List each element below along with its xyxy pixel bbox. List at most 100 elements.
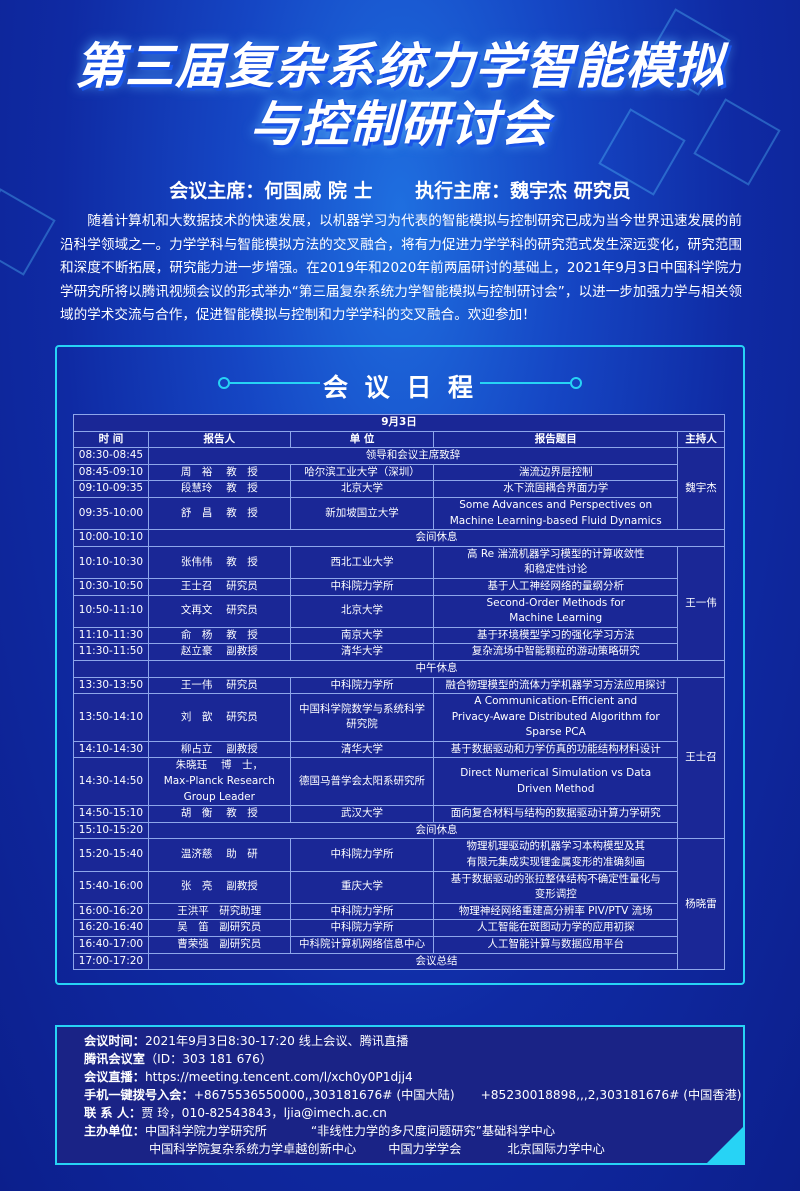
table-row: 14:10-14:30 柳占立 副教授 清华大学 基于数据驱动和力学仿真的功能结构材料… xyxy=(73,740,725,759)
speaker-cell: 俞 杨 教 授 xyxy=(147,626,291,645)
table-row: 15:10-15:20 会间休息 xyxy=(73,821,726,840)
table-row: 11:30-11:50 赵立豪 副教授 清华大学 复杂流场中智能颗粒的游动策略研究 xyxy=(73,643,725,661)
unit-cell: 清华大学 xyxy=(289,643,435,661)
table-row: 15:40-16:00 张 亮 副教授 重庆大学 基于数据驱动的张拉整体结构不确定性量… xyxy=(73,870,725,904)
speaker-cell: 文再文 研究员 xyxy=(147,594,291,628)
column-header: 单 位 xyxy=(289,430,435,449)
unit-cell: 中科院力学所 xyxy=(289,838,435,872)
conference-chair: 会议主席：何国威 院 士 xyxy=(169,180,373,202)
table-row: 16:20-16:40 吴 笛 副研究员 中科院力学所 人工智能在斑图动力学的应用初探 xyxy=(73,919,725,937)
time-cell: 17:00-17:20 xyxy=(73,952,149,971)
time-cell: 15:40-16:00 xyxy=(73,870,149,904)
unit-cell: 中科院力学所 xyxy=(289,577,435,596)
time-cell: 10:30-10:50 xyxy=(73,577,149,596)
table-row: 13:50-14:10 刘 歆 研究员 中国科学院数学与系统科学 研究院 A Comm… xyxy=(73,693,725,742)
live-link[interactable]: https://meeting.tencent.com/l/xch0y0P1dj… xyxy=(144,1070,413,1084)
time-cell: 08:30-08:45 xyxy=(73,447,149,465)
column-header: 报告人 xyxy=(147,430,291,449)
time-cell: 16:20-16:40 xyxy=(73,919,149,937)
break-cell: 会议总结 xyxy=(147,952,726,971)
table-row: 09:10-09:35 段慧玲 教 授北京大学 水下流固耦合界面力学 xyxy=(73,480,725,498)
speaker-cell: 张 亮 副教授 xyxy=(147,870,291,904)
speaker-cell: 王洪平 研究助理 xyxy=(147,902,291,921)
unit-cell: 重庆大学 xyxy=(289,870,435,904)
table-row: 16:40-17:00 曹荣强 副研究员 中科院计算机网络信息中心 人工智能计算与数据… xyxy=(73,936,725,954)
table-row: 08:30-08:45 领导和会议主席致辞 魏宇杰 xyxy=(73,447,725,531)
executive-chair: 执行主席：魏宇杰 研究员 xyxy=(415,180,631,202)
time-cell: 14:50-15:10 xyxy=(73,805,149,823)
table-row: 16:00-16:20 王洪平 研究助理 中科院力学所 物理神经网络重建高分辨率 PI… xyxy=(73,902,725,921)
speaker-cell: 吴 笛 副研究员 xyxy=(147,919,291,937)
speaker-cell: 朱晓珏 博 士， Max-Planck Research Group Leade… xyxy=(147,757,291,807)
speaker-cell: 刘 歆 研究员 xyxy=(147,693,291,742)
table-row: 15:20-15:40 温济慈 助 研中科院力学所 物理机理驱动的机器学习本构模型及… xyxy=(73,838,725,971)
topic-cell: Direct Numerical Simulation vs Data Driv… xyxy=(433,757,679,807)
topic-cell: 基于人工神经网络的量纲分析 xyxy=(433,577,679,596)
session-cell: 领导和会议主席致辞 xyxy=(147,447,679,465)
heading-dot-left xyxy=(218,377,230,389)
footer-contact: 联 系 人：贾 玲，010-82543843，ljia@imech.ac.cn xyxy=(84,1106,387,1120)
host-cell: 杨晓雷 xyxy=(677,838,725,971)
speaker-cell: 赵立豪 副教授 xyxy=(147,643,291,661)
poster-title: 第三届复杂系统力学智能模拟 与控制研讨会 xyxy=(0,38,800,154)
break-cell: 会间休息 xyxy=(147,529,726,547)
time-cell: 15:10-15:20 xyxy=(73,821,149,840)
table-row: 中午休息 xyxy=(73,659,726,678)
title-line-2: 与控制研讨会 xyxy=(249,96,550,153)
topic-cell: 融合物理模型的流体力学机器学习方法应用探讨 xyxy=(433,676,679,695)
host-cell: 王士召 xyxy=(677,676,725,840)
time-cell: 09:35-10:00 xyxy=(73,496,149,531)
topic-cell: 人工智能在斑图动力学的应用初探 xyxy=(433,919,679,937)
footer-organizers-2: 中国科学院复杂系统力学卓越创新中心 中国力学学会 北京国际力学中心 xyxy=(149,1142,605,1156)
topic-cell: 基于数据驱动和力学仿真的功能结构材料设计 xyxy=(433,740,679,759)
table-row: 10:10-10:30 张伟伟 教 授西北工业大学高 Re 湍流机器学习模型的计算… xyxy=(73,545,725,661)
topic-cell: 人工智能计算与数据应用平台 xyxy=(433,936,679,954)
topic-cell: 物理机理驱动的机器学习本构模型及其 有限元集成实现锂金属变形的准确刻画 xyxy=(433,838,679,872)
time-cell: 11:30-11:50 xyxy=(73,643,149,661)
time-cell: 16:40-17:00 xyxy=(73,936,149,954)
table-row: 10:50-11:10 文再文 研究员 北京大学 Second-Order Metho… xyxy=(73,594,725,628)
time-cell: 10:50-11:10 xyxy=(73,594,149,628)
time-cell: 14:30-14:50 xyxy=(73,757,149,807)
column-header: 主持人 xyxy=(677,430,725,449)
topic-cell: 复杂流场中智能颗粒的游动策略研究 xyxy=(433,643,679,661)
topic-cell: 基于数据驱动的张拉整体结构不确定性量化与 变形调控 xyxy=(433,870,679,904)
footer-time: 会议时间：2021年9月3日8:30-17:20 线上会议、腾讯直播 xyxy=(84,1034,409,1048)
time-cell: 10:10-10:30 xyxy=(73,545,149,579)
speaker-cell: 舒 昌 教 授 xyxy=(147,496,291,531)
table-row: 17:00-17:20 会议总结 xyxy=(73,952,726,971)
host-cell: 魏宇杰 xyxy=(677,447,725,531)
table-row: 13:30-13:50 王一伟 研究员 中科院力学所 融合物理模型的流体力学机器学习方… xyxy=(73,676,725,840)
time-cell: 11:10-11:30 xyxy=(73,626,149,645)
unit-cell: 新加坡国立大学 xyxy=(289,496,435,531)
time-cell: 08:45-09:10 xyxy=(73,463,149,482)
unit-cell: 中国科学院数学与系统科学 研究院 xyxy=(289,693,435,742)
unit-cell: 哈尔滨工业大学（深圳） xyxy=(289,463,435,482)
schedule-table: 9月3日 时 间报告人单 位报告题目 主持人 08:30-08:45 领导和会议主席… xyxy=(73,414,726,971)
footer-live: 会议直播：https://meeting.tencent.com/l/xch0y… xyxy=(84,1070,413,1084)
topic-cell: 面向复合材料与结构的数据驱动计算力学研究 xyxy=(433,805,679,823)
unit-cell: 中科院计算机网络信息中心 xyxy=(289,936,435,954)
speaker-cell: 周 裕 教 授 xyxy=(147,463,291,482)
topic-cell: Second-Order Methods for Machine Learnin… xyxy=(433,594,679,628)
speaker-cell: 柳占立 副教授 xyxy=(147,740,291,759)
time-cell: 16:00-16:20 xyxy=(73,902,149,921)
time-cell: 14:10-14:30 xyxy=(73,740,149,759)
speaker-cell: 王士召 研究员 xyxy=(147,577,291,596)
time-cell: 15:20-15:40 xyxy=(73,838,149,872)
topic-cell: 水下流固耦合界面力学 xyxy=(433,480,679,498)
unit-cell: 武汉大学 xyxy=(289,805,435,823)
title-line-1: 第三届复杂系统力学智能模拟 xyxy=(74,38,725,95)
unit-cell: 清华大学 xyxy=(289,740,435,759)
intro-paragraph: 随着计算机和大数据技术的快速发展，以机器学习为代表的智能模拟与控制研究已成为当今… xyxy=(60,213,742,323)
speaker-cell: 胡 衡 教 授 xyxy=(147,805,291,823)
table-row: 14:30-14:50 朱晓珏 博 士， Max-Planck Research … xyxy=(73,757,725,807)
table-row: 11:10-11:30 俞 杨 教 授南京大学 基于环境模型学习的强化学习方法 xyxy=(73,626,725,645)
break-cell: 会间休息 xyxy=(147,821,726,840)
footer-info: 会议时间：2021年9月3日8:30-17:20 线上会议、腾讯直播 腾讯会议室… xyxy=(55,1025,745,1165)
speaker-cell: 温济慈 助 研 xyxy=(147,838,291,872)
heading-decoration-right xyxy=(480,382,570,384)
topic-cell: 物理神经网络重建高分辨率 PIV/PTV 流场 xyxy=(433,902,679,921)
time-cell: 09:10-09:35 xyxy=(73,480,149,498)
topic-cell: Some Advances and Perspectives on Machin… xyxy=(433,496,679,531)
